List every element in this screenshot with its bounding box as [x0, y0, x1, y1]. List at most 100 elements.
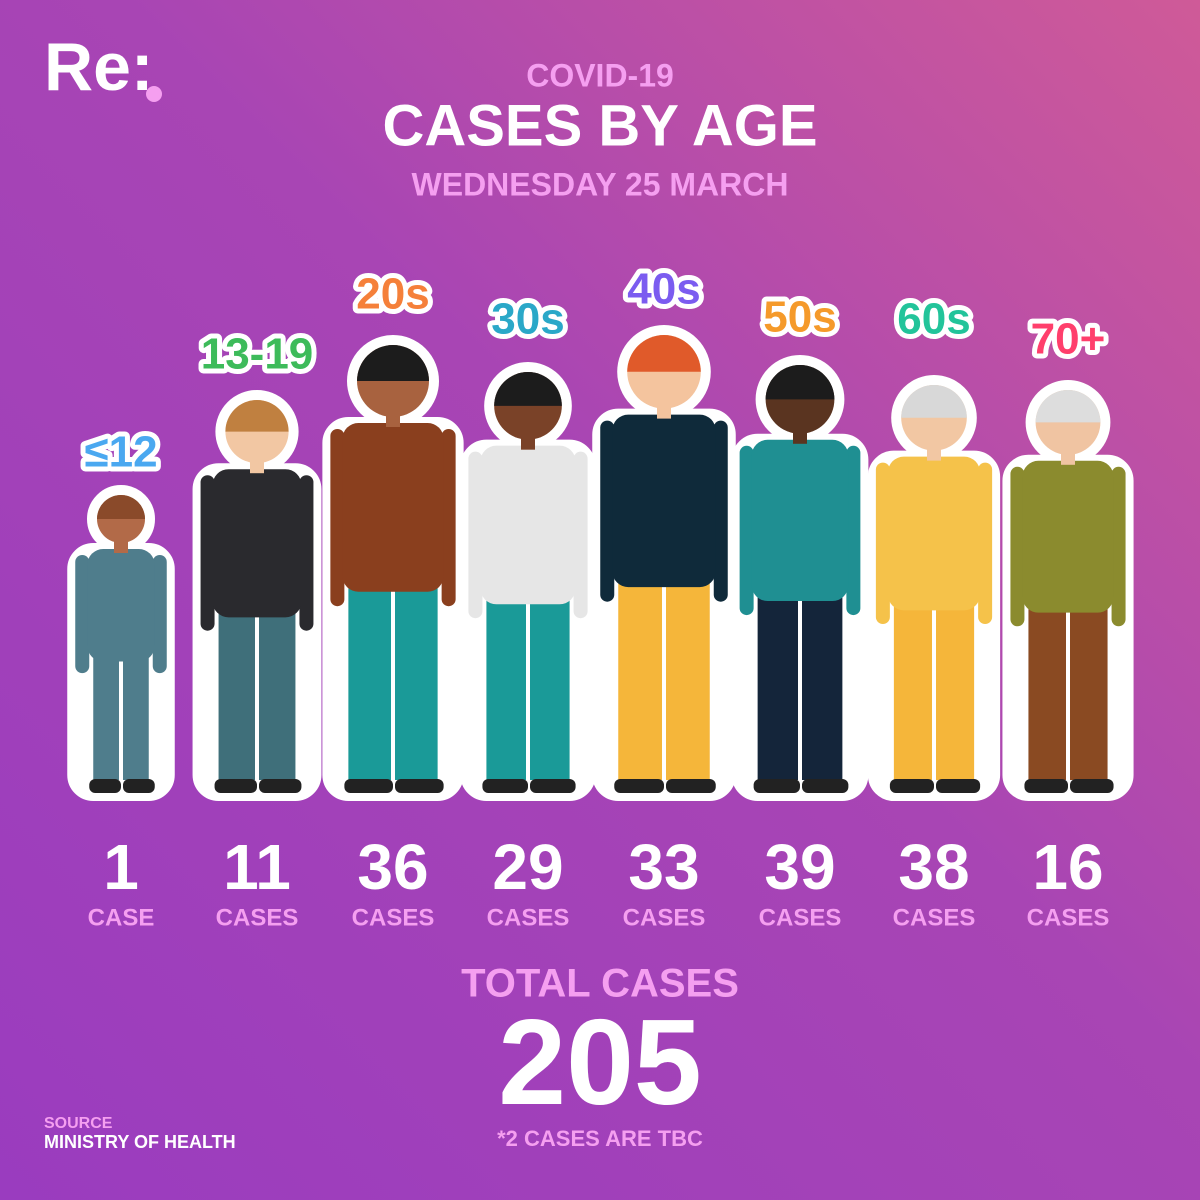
leg: [348, 586, 391, 780]
leg: [757, 596, 798, 780]
logo: Re:: [44, 29, 154, 105]
arm: [978, 462, 993, 625]
leg: [486, 599, 526, 780]
leg: [395, 586, 438, 780]
hair: [627, 335, 701, 372]
arm: [739, 445, 754, 616]
arm: [573, 451, 588, 619]
arm: [299, 475, 314, 631]
leg: [936, 605, 975, 780]
hair: [225, 400, 289, 432]
hair: [901, 384, 967, 418]
case-unit: CASE: [88, 904, 155, 931]
shoe: [530, 779, 576, 793]
hair: [494, 371, 562, 406]
age-label: 70+: [1031, 315, 1106, 364]
shoe: [666, 779, 716, 793]
torso: [212, 469, 302, 618]
hair: [357, 345, 429, 381]
kicker: COVID-19: [526, 57, 674, 93]
age-label: ≤12: [84, 428, 157, 477]
figures: [67, 325, 1134, 801]
case-count: 39: [764, 831, 835, 903]
shoe: [214, 779, 257, 793]
hair: [97, 495, 145, 519]
age-label: 13-19: [201, 330, 314, 379]
arm: [75, 555, 90, 674]
leg: [93, 656, 119, 780]
person-figure: [731, 355, 869, 801]
leg: [218, 612, 255, 780]
torso: [751, 439, 849, 602]
case-count: 16: [1032, 831, 1103, 903]
arm: [600, 420, 615, 602]
leg: [1070, 607, 1108, 780]
person-figure: [867, 375, 1001, 801]
arm: [875, 462, 890, 625]
shoe: [89, 779, 121, 793]
case-count: 1: [103, 831, 139, 903]
torso: [342, 423, 444, 592]
case-unit: CASES: [352, 904, 435, 931]
shoe: [395, 779, 444, 793]
date: WEDNESDAY 25 MARCH: [412, 166, 789, 202]
leg: [893, 605, 932, 780]
age-label: 20s: [356, 270, 429, 319]
person-figure: [192, 390, 322, 801]
leg: [666, 582, 710, 780]
shoe: [753, 779, 800, 793]
source-label: SOURCE: [44, 1115, 113, 1132]
case-count: 33: [628, 831, 699, 903]
case-unit: CASES: [1027, 904, 1110, 931]
shoe: [123, 779, 155, 793]
arm: [441, 429, 456, 607]
total-note: *2 CASES ARE TBC: [497, 1126, 703, 1151]
age-label: 40s: [627, 265, 700, 314]
leg: [1028, 607, 1066, 780]
person-figure: [322, 335, 464, 801]
torso: [887, 456, 981, 611]
arm: [468, 451, 483, 619]
total-value: 205: [498, 994, 702, 1130]
shoe: [614, 779, 664, 793]
case-count: 11: [223, 831, 291, 903]
case-count: 36: [357, 831, 428, 903]
person-figure: [592, 325, 736, 801]
age-columns: ≤121CASE13-1911CASES20s36CASES30s29CASES…: [79, 260, 1110, 932]
arm: [200, 475, 215, 631]
shoe: [482, 779, 528, 793]
arm: [1111, 466, 1126, 627]
shoe: [344, 779, 393, 793]
leg: [802, 596, 843, 780]
case-unit: CASES: [216, 904, 299, 931]
person-figure: [1002, 380, 1134, 801]
age-label: 50s: [763, 293, 836, 342]
case-unit: CASES: [487, 904, 570, 931]
person-figure: [460, 362, 596, 801]
leg: [530, 599, 570, 780]
arm: [152, 555, 167, 674]
torso: [480, 445, 576, 605]
torso: [87, 549, 155, 662]
arm: [846, 445, 861, 616]
torso: [1022, 460, 1114, 613]
case-unit: CASES: [893, 904, 976, 931]
leg: [123, 656, 149, 780]
shoe: [259, 779, 302, 793]
title: CASES BY AGE: [382, 93, 817, 158]
shoe: [1070, 779, 1114, 793]
case-count: 29: [492, 831, 563, 903]
hair: [1035, 390, 1101, 423]
arm: [1010, 466, 1025, 627]
leg: [618, 582, 662, 780]
age-label: 30s: [491, 295, 564, 344]
arm: [330, 429, 345, 607]
torso: [612, 414, 716, 588]
case-count: 38: [898, 831, 969, 903]
case-unit: CASES: [623, 904, 706, 931]
age-label: 60s: [897, 295, 970, 344]
case-unit: CASES: [759, 904, 842, 931]
source-name: MINISTRY OF HEALTH: [44, 1132, 236, 1152]
